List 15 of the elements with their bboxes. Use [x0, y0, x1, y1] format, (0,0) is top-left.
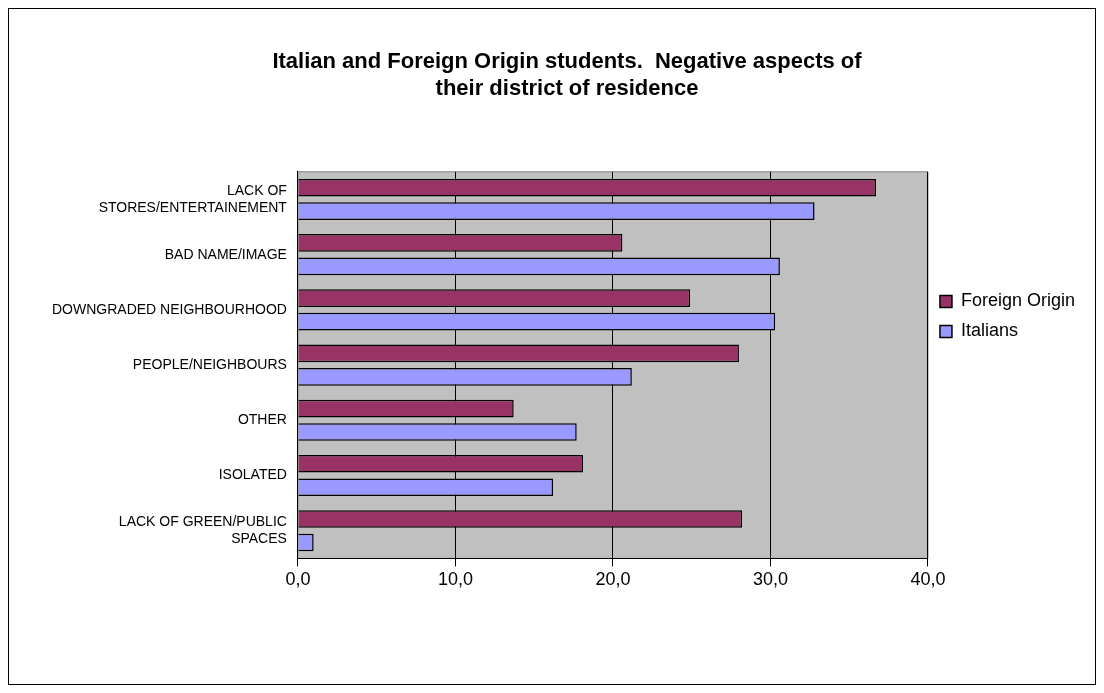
- y-tick-label: BAD NAME/IMAGE: [164, 245, 287, 262]
- x-tick-label: 30,0: [752, 569, 788, 590]
- chart-title: Italian and Foreign Origin students. Negative aspects of their district of residence: [272, 48, 863, 100]
- y-tick-label: PEOPLE/NEIGHBOURS: [132, 355, 287, 372]
- x-tick-label: 0,0: [285, 569, 311, 590]
- legend-label: Foreign Origin: [960, 290, 1075, 311]
- x-tick-label: 10,0: [437, 569, 473, 590]
- y-tick-label: LACK OF GREEN/PUBLIC SPACES: [118, 513, 287, 547]
- x-tick-label: 20,0: [595, 569, 631, 590]
- y-tick-label: LACK OF STORES/ENTERTAINEMENT: [98, 181, 288, 215]
- y-tick-label: OTHER: [237, 411, 287, 428]
- y-tick-label: DOWNGRADED NEIGHBOURHOOD: [51, 300, 287, 317]
- x-tick-label: 40,0: [910, 569, 946, 590]
- legend-label: Italians: [960, 320, 1018, 341]
- y-tick-label: ISOLATED: [218, 466, 287, 483]
